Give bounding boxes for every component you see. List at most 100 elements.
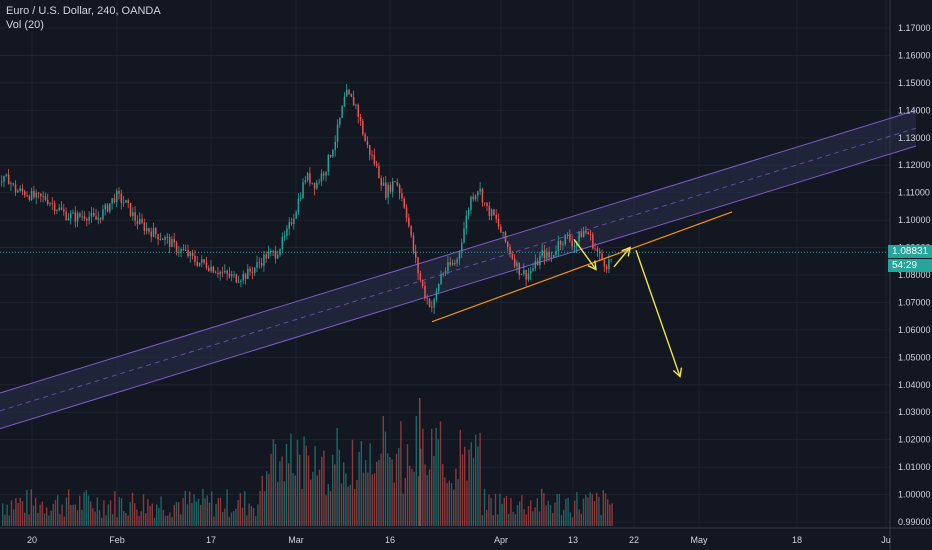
volume-bar bbox=[593, 501, 596, 526]
candle-body bbox=[251, 271, 254, 273]
volume-bar bbox=[191, 503, 193, 526]
candle-body bbox=[290, 222, 293, 225]
volume-bar bbox=[419, 398, 421, 526]
volume-bar bbox=[356, 479, 358, 526]
time-tick-label: Apr bbox=[494, 535, 508, 545]
candle-body bbox=[12, 183, 14, 185]
candle-body bbox=[553, 254, 555, 257]
volume-bar bbox=[494, 494, 497, 526]
volume-bar bbox=[501, 503, 503, 526]
volume-bar bbox=[127, 515, 129, 526]
volume-bar bbox=[431, 428, 433, 526]
volume-bar bbox=[140, 511, 142, 526]
volume-bar bbox=[204, 498, 206, 526]
volume-bar bbox=[307, 455, 310, 526]
candle-body bbox=[65, 211, 67, 220]
volume-bar bbox=[439, 421, 442, 526]
candle-body bbox=[601, 253, 603, 260]
candle-body bbox=[405, 207, 408, 218]
candle-body bbox=[380, 178, 382, 186]
volume-bar bbox=[549, 505, 552, 526]
volume-bar bbox=[479, 432, 481, 526]
candle-body bbox=[520, 274, 523, 275]
volume-bar bbox=[107, 504, 109, 526]
volume-bar bbox=[48, 515, 50, 526]
candle-body bbox=[125, 200, 127, 203]
candle-body bbox=[592, 234, 594, 249]
volume-bar bbox=[288, 463, 290, 526]
volume-bar bbox=[455, 468, 457, 526]
candle-body bbox=[88, 216, 90, 221]
candle-body bbox=[155, 228, 157, 235]
candle-body bbox=[113, 198, 116, 203]
candle-body bbox=[28, 196, 31, 200]
volume-bar bbox=[470, 442, 472, 526]
candle-body bbox=[171, 239, 173, 247]
volume-bar bbox=[409, 465, 411, 526]
candle-body bbox=[254, 267, 256, 273]
candle-body bbox=[40, 193, 42, 197]
time-tick-label: Mar bbox=[288, 535, 304, 545]
candle-body bbox=[67, 218, 70, 220]
volume-bar bbox=[596, 492, 598, 526]
volume-bar bbox=[237, 500, 239, 526]
volume-bar bbox=[178, 502, 180, 526]
volume-bar bbox=[105, 515, 107, 526]
candle-body bbox=[578, 232, 580, 242]
candle-body bbox=[97, 217, 100, 220]
volume-bar bbox=[299, 454, 301, 526]
current-price-tag: 1.08831 bbox=[888, 245, 932, 258]
time-tick-label: 13 bbox=[568, 535, 578, 545]
candle-body bbox=[504, 231, 507, 242]
volume-bar bbox=[378, 459, 380, 526]
volume-bar bbox=[224, 508, 226, 526]
channel-mid-line bbox=[0, 127, 917, 412]
volume-bar bbox=[514, 514, 516, 526]
volume-bar bbox=[54, 499, 57, 526]
candle-body bbox=[435, 291, 438, 300]
volume-bar bbox=[404, 478, 406, 526]
volume-bar bbox=[72, 504, 74, 526]
candle-body bbox=[260, 263, 263, 266]
volume-bar bbox=[367, 472, 369, 526]
candle-body bbox=[44, 196, 47, 200]
candle-body bbox=[461, 242, 463, 252]
candle-body bbox=[286, 228, 288, 236]
candle-body bbox=[566, 234, 569, 236]
candle-body bbox=[180, 249, 182, 252]
candle-body bbox=[511, 254, 514, 259]
price-tick-label: 1.06000 bbox=[898, 325, 931, 335]
candle-body bbox=[30, 190, 33, 200]
candle-body bbox=[242, 273, 244, 281]
candle-body bbox=[447, 262, 449, 272]
candle-body bbox=[357, 104, 359, 117]
price-tick-label: 1.03000 bbox=[898, 407, 931, 417]
candle-body bbox=[168, 237, 171, 247]
volume-bar bbox=[147, 499, 149, 526]
candle-body bbox=[497, 218, 500, 227]
candle-body bbox=[152, 228, 155, 237]
volume-bar bbox=[347, 486, 349, 526]
volume-bar bbox=[343, 462, 345, 526]
candle-body bbox=[587, 232, 589, 235]
candle-body bbox=[559, 241, 562, 245]
volume-bar bbox=[41, 501, 43, 526]
candle-body bbox=[226, 270, 228, 274]
candle-body bbox=[7, 174, 10, 185]
volume-bar bbox=[103, 500, 105, 526]
volume-bar bbox=[332, 454, 334, 526]
volume-bar bbox=[68, 489, 70, 526]
candle-body bbox=[375, 163, 378, 166]
symbol-title: Euro / U.S. Dollar, 240, OANDA bbox=[6, 5, 161, 17]
candle-body bbox=[507, 241, 509, 247]
candle-body bbox=[329, 154, 332, 157]
candle-body bbox=[417, 257, 419, 274]
candle-body bbox=[143, 222, 146, 232]
volume-bar bbox=[193, 494, 195, 526]
volume-bar bbox=[164, 515, 167, 526]
volume-bar bbox=[61, 504, 63, 526]
candle-body bbox=[210, 266, 212, 271]
volume-bar bbox=[15, 498, 17, 526]
volume-bar bbox=[556, 493, 558, 526]
